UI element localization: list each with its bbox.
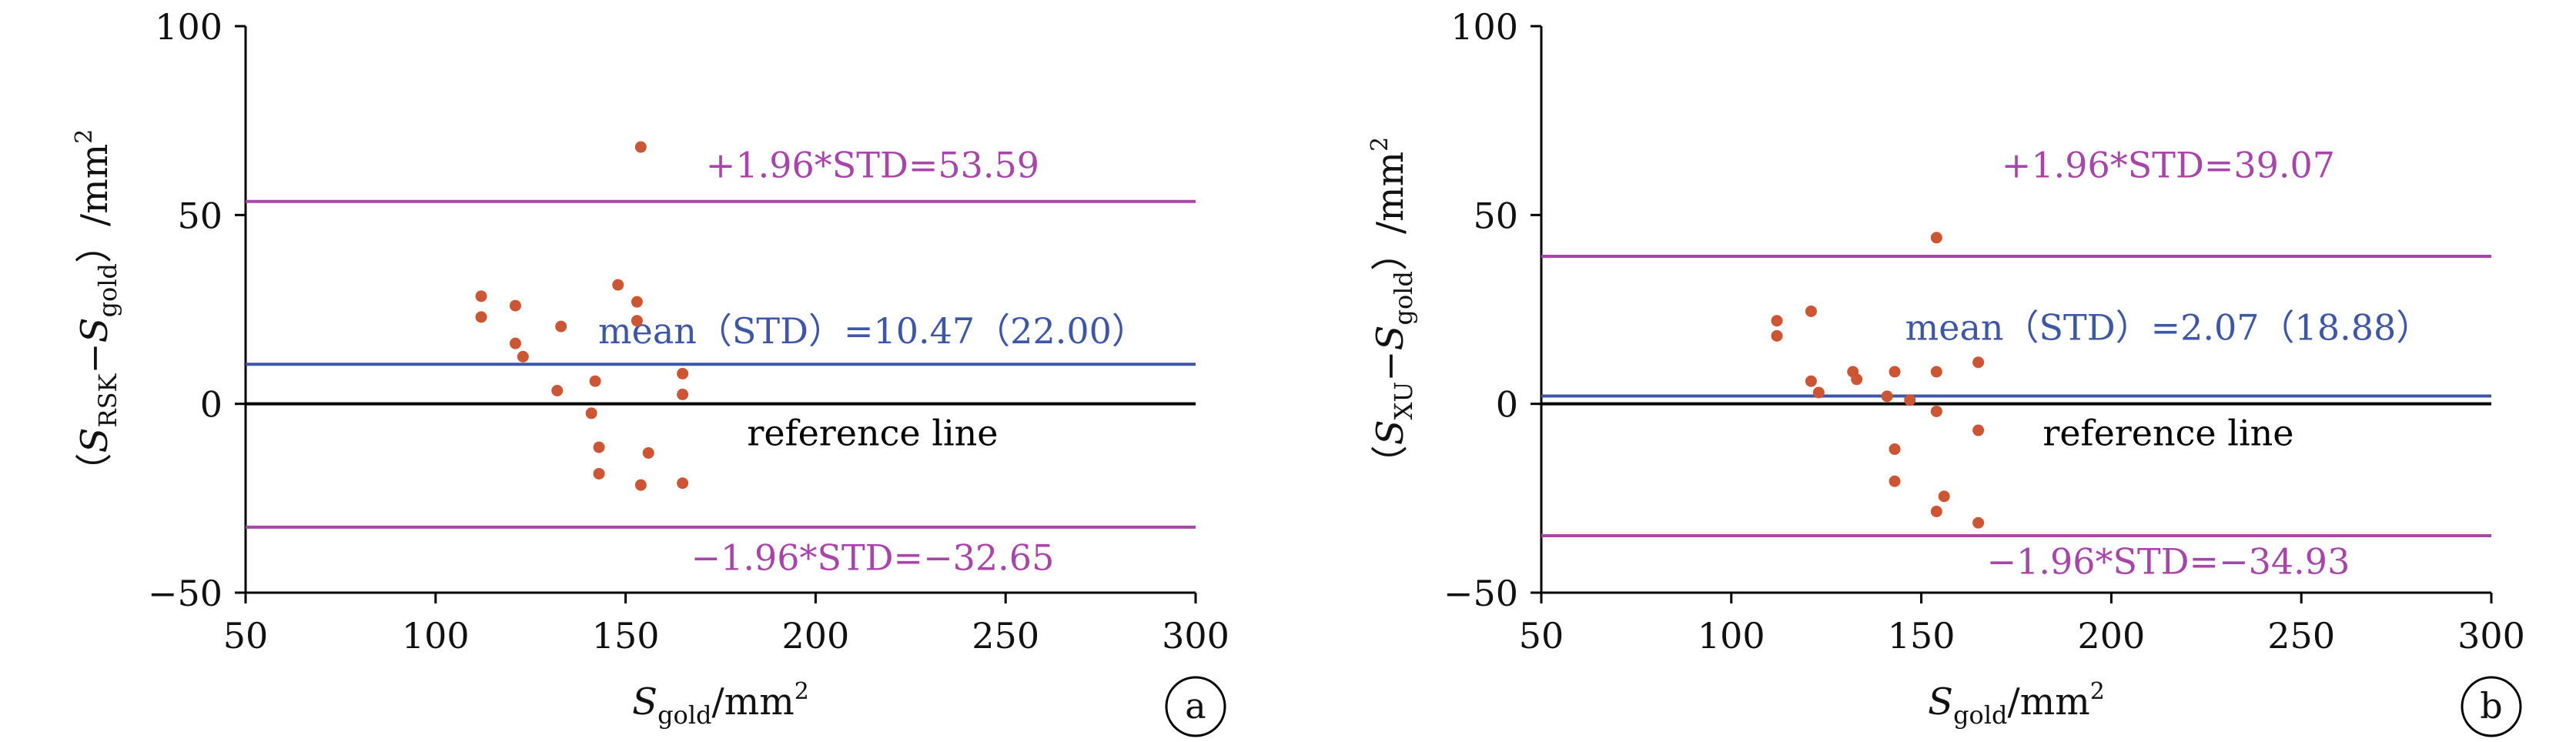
data-point — [1889, 443, 1901, 456]
y-tick-label: 100 — [155, 6, 222, 48]
x-tick-label: 150 — [592, 615, 660, 657]
hline-label-lower: −1.96*STD=−32.65 — [691, 537, 1055, 579]
data-point — [1930, 232, 1942, 244]
data-point — [1930, 405, 1942, 417]
y-tick-label: −50 — [148, 573, 222, 614]
data-point — [1812, 386, 1825, 399]
x-axis-label: Sgold/mm2 — [632, 678, 809, 730]
data-point — [631, 296, 643, 308]
data-point — [1972, 356, 1985, 369]
panel-label: a — [1185, 685, 1206, 727]
x-tick-label: 50 — [223, 615, 269, 657]
data-point — [634, 479, 647, 491]
data-point — [593, 441, 605, 453]
x-tick-label: 50 — [1519, 615, 1564, 657]
x-tick-label: 100 — [1698, 615, 1765, 657]
y-tick-label: 50 — [177, 195, 222, 236]
hline-label-mean: mean（STD）=2.07（18.88） — [1905, 306, 2432, 348]
data-point — [475, 311, 487, 323]
data-point — [551, 384, 564, 396]
data-point — [1771, 329, 1783, 342]
data-point — [475, 290, 487, 302]
y-tick-label: 50 — [1473, 195, 1518, 236]
data-point — [1805, 305, 1817, 317]
data-point — [1930, 366, 1942, 378]
hline-label-reference: reference line — [2042, 413, 2293, 454]
data-point — [1881, 390, 1893, 403]
data-point — [631, 315, 643, 327]
x-axis-label: Sgold/mm2 — [1928, 678, 2105, 730]
panel-label: b — [2480, 685, 2502, 727]
y-tick-label: 0 — [1496, 384, 1518, 426]
x-tick-label: 200 — [2077, 615, 2145, 657]
hline-label-lower: −1.96*STD=−34.93 — [1987, 540, 2350, 582]
y-tick-label: −50 — [1444, 573, 1518, 614]
y-axis-label: （SRSK−Sgold）/mm2 — [71, 129, 122, 490]
hline-label-mean: mean（STD）=10.47（22.00） — [598, 310, 1147, 352]
x-tick-label: 300 — [1162, 615, 1229, 657]
x-tick-label: 200 — [781, 615, 849, 657]
data-point — [585, 407, 597, 419]
data-point — [677, 367, 689, 379]
data-point — [1889, 475, 1901, 487]
y-axis-label: （SXU−Sgold）/mm2 — [1367, 137, 1418, 483]
data-point — [1904, 394, 1916, 406]
data-point — [1805, 375, 1817, 387]
x-tick-label: 250 — [2267, 615, 2335, 657]
y-tick-label: 100 — [1450, 6, 1518, 48]
panel-label-circle — [2461, 676, 2522, 737]
data-point — [509, 337, 521, 349]
chart-panel-a: −50 0 50 100 50 100 150 200 250 300 +1.96*STD=53.5… — [71, 6, 1229, 737]
data-point — [593, 467, 605, 480]
data-point — [589, 375, 601, 387]
data-point — [1972, 424, 1985, 436]
x-tick-label: 250 — [972, 615, 1039, 657]
data-point — [1938, 490, 1950, 503]
hline-label-upper: +1.96*STD=39.07 — [2002, 144, 2335, 186]
x-tick-label: 100 — [402, 615, 470, 657]
data-point — [612, 279, 624, 291]
chart-panel-b: −50 0 50 100 50 100 150 200 250 300 +1.96*STD=39.0… — [1367, 6, 2525, 737]
data-point — [1972, 516, 1985, 529]
x-tick-label: 300 — [2457, 615, 2525, 657]
data-point — [1930, 506, 1942, 518]
data-point — [634, 141, 647, 153]
data-point — [642, 446, 654, 459]
data-point — [1851, 373, 1863, 386]
data-point — [1889, 366, 1901, 378]
data-point — [517, 350, 529, 363]
data-point — [677, 477, 689, 490]
hline-label-reference: reference line — [747, 413, 998, 454]
data-point — [1771, 315, 1783, 327]
data-point — [555, 320, 567, 333]
y-tick-label: 0 — [200, 384, 222, 426]
data-point — [509, 299, 521, 312]
panel-label-circle — [1165, 676, 1226, 737]
hline-label-upper: +1.96*STD=53.59 — [706, 144, 1039, 186]
data-point — [677, 388, 689, 400]
x-tick-label: 150 — [1888, 615, 1955, 657]
